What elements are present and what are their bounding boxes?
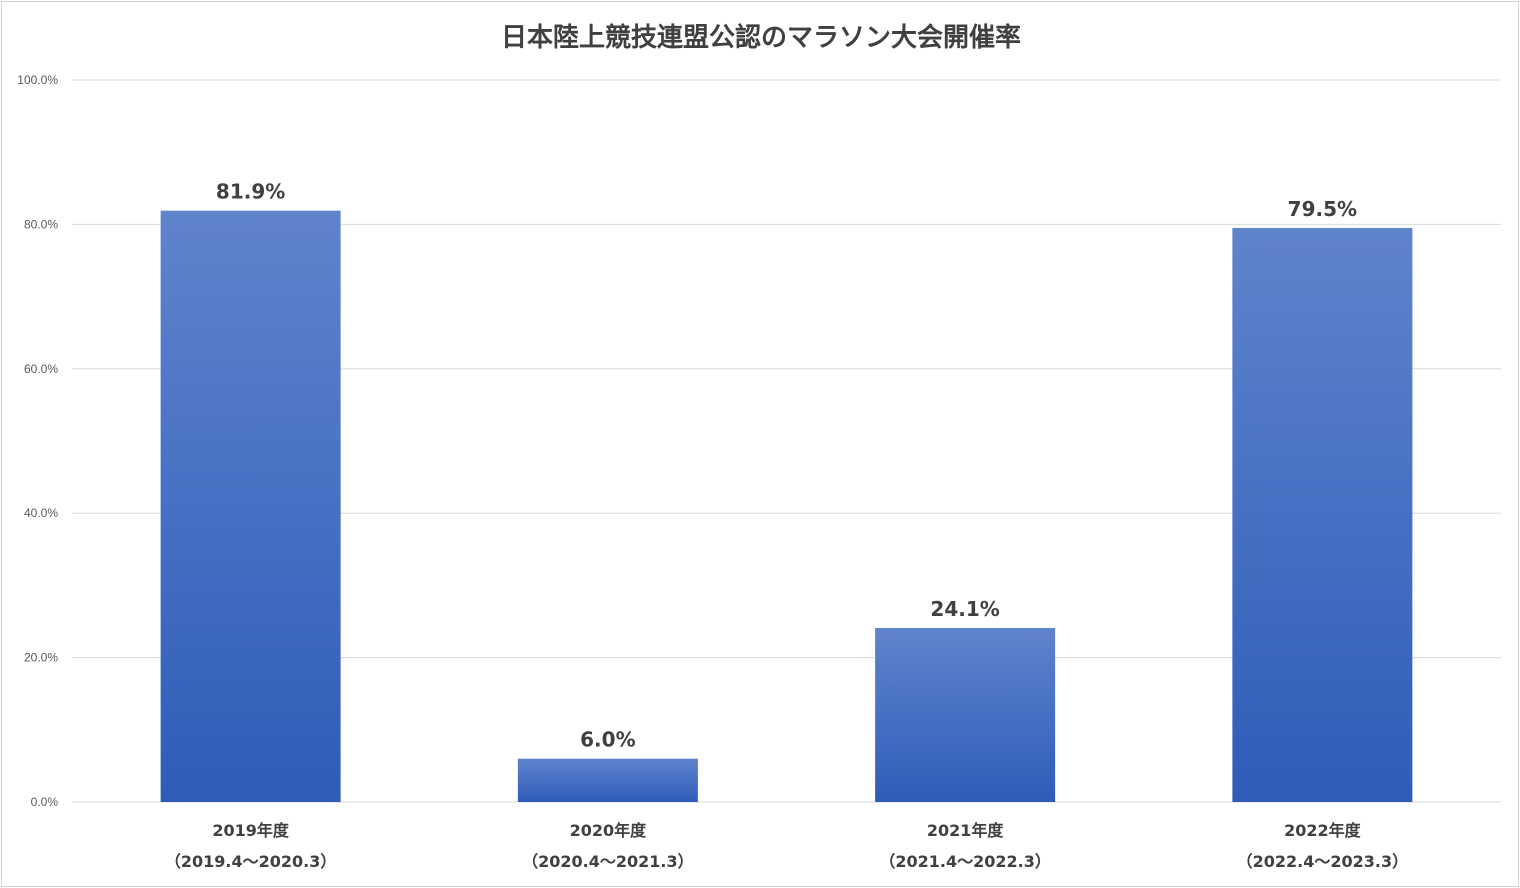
y-axis-ticks: 0.0% 20.0% 40.0% 60.0% 80.0% 100.0% bbox=[17, 73, 58, 809]
bars bbox=[160, 210, 1413, 802]
x-category-label: 2020年度 bbox=[570, 821, 648, 840]
x-axis-categories: 2019年度 （2019.4〜2020.3） 2020年度 （2020.4〜2021.… bbox=[165, 821, 1408, 871]
data-label: 79.5% bbox=[1288, 197, 1357, 221]
data-label: 6.0% bbox=[580, 728, 635, 752]
x-category-period: （2022.4〜2023.3） bbox=[1237, 852, 1409, 871]
y-tick-label: 0.0% bbox=[31, 795, 59, 809]
y-tick-label: 40.0% bbox=[24, 506, 58, 520]
x-category-label: 2019年度 bbox=[212, 821, 290, 840]
bar bbox=[160, 210, 341, 802]
bar bbox=[517, 758, 698, 802]
x-category-period: （2019.4〜2020.3） bbox=[165, 852, 337, 871]
y-tick-label: 60.0% bbox=[24, 362, 58, 376]
x-category-label: 2022年度 bbox=[1284, 821, 1362, 840]
y-tick-label: 100.0% bbox=[17, 73, 58, 87]
bar bbox=[875, 627, 1056, 802]
y-tick-label: 80.0% bbox=[24, 217, 58, 231]
x-category-period: （2020.4〜2021.3） bbox=[522, 852, 694, 871]
data-labels: 81.9% 6.0% 24.1% 79.5% bbox=[216, 180, 1357, 752]
data-label: 81.9% bbox=[216, 180, 285, 204]
data-label: 24.1% bbox=[930, 597, 999, 621]
x-category-period: （2021.4〜2022.3） bbox=[879, 852, 1051, 871]
x-category-label: 2021年度 bbox=[927, 821, 1005, 840]
bar bbox=[1232, 228, 1413, 802]
y-tick-label: 20.0% bbox=[24, 651, 58, 665]
chart-title: 日本陸上競技連盟公認のマラソン大会開催率 bbox=[501, 22, 1021, 53]
